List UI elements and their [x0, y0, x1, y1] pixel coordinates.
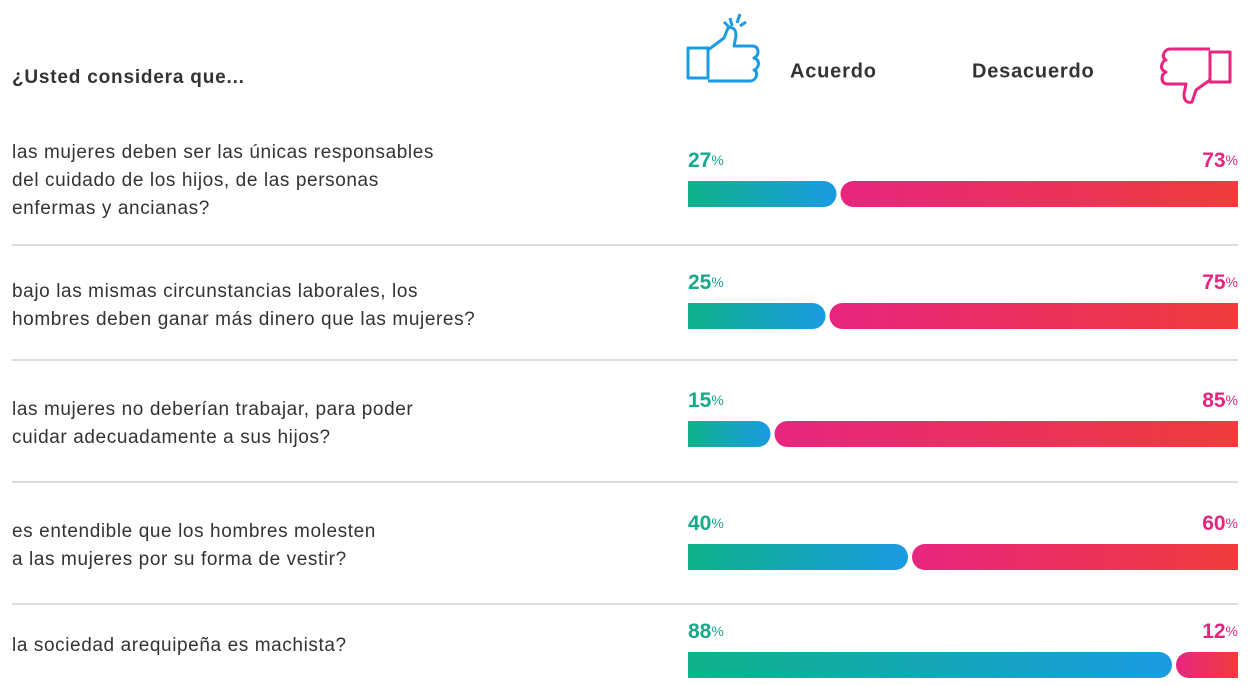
bar-segment	[829, 303, 1238, 329]
question-text: hombres deben ganar más dinero que las m…	[12, 309, 475, 330]
question-text: las mujeres deben ser las únicas respons…	[12, 142, 434, 163]
value-label: 75%	[1202, 271, 1238, 294]
value-number: 27	[688, 149, 711, 172]
value-unit: %	[1226, 274, 1238, 290]
bar-segment	[774, 421, 1238, 447]
legend-label: Desacuerdo	[972, 60, 1095, 82]
thumbs-up-icon	[686, 13, 760, 83]
value-label: 27%	[688, 149, 724, 172]
value-number: 85	[1202, 389, 1226, 412]
value-label: 88%	[688, 620, 724, 643]
bar-segment	[688, 421, 771, 447]
value-number: 73	[1202, 149, 1225, 172]
chart-title: ¿Usted considera que...	[12, 67, 245, 88]
value-label: 73%	[1202, 149, 1238, 172]
bar-segment	[1176, 652, 1238, 678]
value-label: 12%	[1202, 620, 1238, 643]
value-number: 88	[688, 620, 712, 643]
question-text: del cuidado de los hijos, de las persona…	[12, 170, 379, 191]
value-label: 25%	[688, 271, 724, 294]
value-unit: %	[711, 623, 723, 639]
value-unit: %	[1226, 515, 1238, 531]
value-unit: %	[711, 274, 723, 290]
question-text: enfermas y ancianas?	[12, 198, 210, 219]
value-number: 12	[1202, 620, 1225, 643]
value-label: 60%	[1202, 512, 1238, 535]
value-label: 15%	[688, 389, 724, 412]
bar-segment	[688, 652, 1172, 678]
bar-segment	[840, 181, 1238, 207]
bar-segment	[688, 181, 837, 207]
bar-segment	[688, 303, 826, 329]
value-unit: %	[711, 152, 723, 168]
thumbs-down-icon	[1160, 47, 1232, 104]
value-number: 25	[688, 271, 712, 294]
value-unit: %	[711, 515, 723, 531]
question-text: las mujeres no deberían trabajar, para p…	[12, 399, 413, 420]
value-unit: %	[1226, 623, 1238, 639]
value-label: 40%	[688, 512, 724, 535]
question-text: cuidar adecuadamente a sus hijos?	[12, 427, 331, 448]
bar-segment	[688, 544, 908, 570]
value-unit: %	[1226, 152, 1238, 168]
value-number: 15	[688, 389, 712, 412]
separators	[12, 244, 1238, 605]
bar-segment	[912, 544, 1238, 570]
value-number: 60	[1202, 512, 1225, 535]
question-text: la sociedad arequipeña es machista?	[12, 635, 347, 656]
legend-label: Acuerdo	[790, 60, 877, 82]
value-label: 85%	[1202, 389, 1238, 412]
value-unit: %	[1226, 392, 1238, 408]
question-text: a las mujeres por su forma de vestir?	[12, 549, 347, 570]
value-unit: %	[711, 392, 723, 408]
value-number: 40	[688, 512, 711, 535]
value-number: 75	[1202, 271, 1226, 294]
question-text: bajo las mismas circunstancias laborales…	[12, 281, 418, 302]
question-text: es entendible que los hombres molesten	[12, 521, 376, 542]
